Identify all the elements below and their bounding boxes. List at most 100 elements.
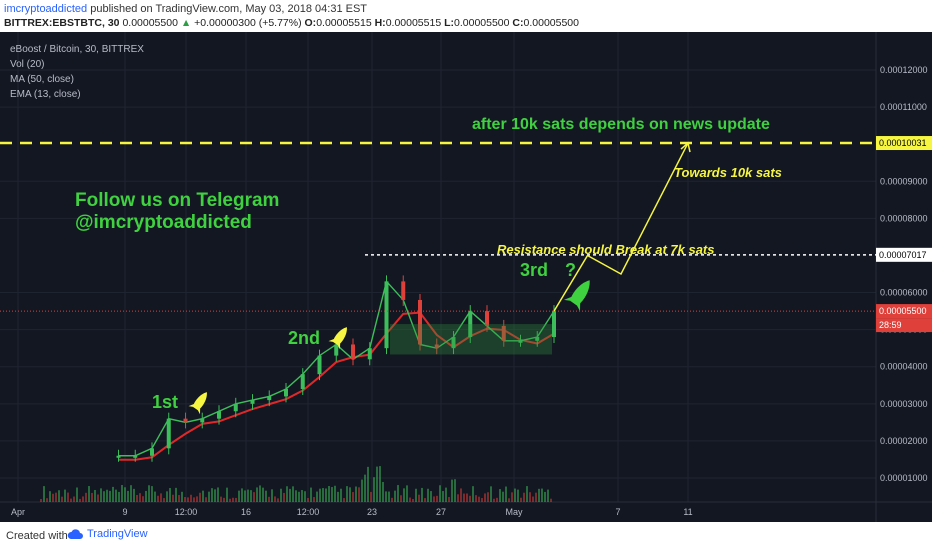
volume-bar-106 [358, 487, 360, 502]
x-tick-label-7: May [505, 507, 523, 517]
volume-bar-125 [415, 488, 417, 502]
volume-bar-123 [409, 497, 411, 502]
brand-label: TradingView [87, 528, 148, 540]
close-label: C: [512, 17, 524, 29]
candle-body-19 [434, 344, 439, 349]
ohlc-line: BITTREX:EBSTBTC, 30 0.00005500 ▲ +0.0000… [4, 17, 579, 29]
volume-bar-157 [511, 492, 513, 502]
volume-bar-136 [448, 496, 450, 502]
volume-bar-108 [364, 474, 366, 502]
volume-bar-162 [526, 486, 528, 502]
x-tick-label-8: 7 [615, 507, 620, 517]
volume-bar-135 [445, 487, 447, 502]
x-tick-label-2: 12:00 [175, 507, 198, 517]
volume-bar-9 [67, 492, 69, 502]
volume-bar-20 [100, 488, 102, 502]
volume-bar-63 [229, 498, 231, 502]
x-tick-label-5: 23 [367, 507, 377, 517]
volume-bar-124 [412, 498, 414, 502]
y-tick-label-0: 0.00001000 [880, 473, 928, 483]
volume-bar-64 [232, 497, 234, 502]
volume-bar-10 [70, 498, 72, 502]
volume-bar-67 [241, 488, 243, 502]
volume-bar-70 [250, 490, 252, 502]
volume-bar-147 [481, 498, 483, 502]
candle-body-2 [150, 448, 154, 456]
author-link[interactable]: imcryptoaddicted [4, 3, 88, 15]
volume-bar-89 [307, 497, 309, 502]
countdown-label-bg [876, 318, 932, 333]
volume-bar-151 [493, 498, 495, 502]
y-tick-label-9: 0.00012000 [880, 65, 928, 75]
volume-bar-91 [313, 497, 315, 502]
candle-body-0 [116, 455, 121, 458]
volume-bar-25 [115, 489, 117, 502]
open-value: 0.00005515 [316, 17, 372, 29]
volume-bar-134 [442, 491, 444, 502]
legend-ma[interactable]: MA (50, close) [10, 74, 74, 85]
legend-vol[interactable]: Vol (20) [10, 59, 45, 70]
projection-arrowhead [680, 141, 691, 153]
candle-body-20 [451, 337, 456, 349]
candle-body-12 [317, 355, 322, 375]
volume-bar-131 [433, 496, 435, 502]
volume-bar-74 [262, 487, 264, 502]
candle-body-6 [217, 411, 221, 419]
volume-bar-165 [535, 492, 537, 502]
volume-bar-84 [292, 486, 294, 502]
volume-bar-55 [205, 497, 207, 502]
volume-bar-128 [424, 498, 426, 502]
volume-bar-96 [328, 486, 330, 502]
volume-bar-71 [253, 492, 255, 502]
chart-background [0, 32, 932, 522]
candle-body-5 [200, 418, 205, 423]
volume-bar-60 [220, 496, 222, 502]
price-chart[interactable]: 0.00001000 0.00002000 0.00003000 0.00004000… [0, 32, 932, 522]
tradingview-link[interactable]: TradingView [67, 528, 148, 540]
telegram-line-1: Follow us on Telegram [75, 190, 280, 211]
resistance-price-label-bg [876, 247, 932, 262]
volume-bar-14 [82, 496, 84, 502]
volume-bar-69 [247, 489, 249, 502]
volume-bar-169 [547, 489, 549, 502]
volume-bar-121 [403, 488, 405, 502]
volume-bar-75 [265, 490, 267, 502]
current-price-label-bg [876, 304, 932, 319]
volume-bar-93 [319, 488, 321, 502]
volume-bar-43 [169, 488, 171, 502]
candle-body-10 [284, 388, 288, 397]
volume-bar-100 [340, 488, 342, 502]
volume-bar-99 [337, 491, 339, 502]
candle-body-9 [267, 396, 272, 401]
countdown-label: 28:59 [879, 320, 902, 330]
volume-bar-141 [463, 493, 465, 502]
volume-bar-73 [259, 485, 261, 502]
volume-bar-28 [124, 487, 126, 502]
volume-bar-156 [508, 498, 510, 502]
volume-bar-92 [316, 491, 318, 502]
rocket-1st-icon-body [192, 392, 207, 411]
volume-bar-152 [496, 497, 498, 502]
x-tick-label-0: Apr [11, 507, 25, 517]
volume-bar-112 [376, 466, 378, 502]
chart-area[interactable]: 0.00001000 0.00002000 0.00003000 0.00004000… [0, 32, 932, 522]
volume-bar-17 [91, 492, 93, 502]
volume-bar-155 [505, 486, 507, 502]
footer: Created with TradingView [0, 522, 932, 550]
volume-bar-51 [193, 497, 195, 502]
volume-bar-59 [217, 487, 219, 502]
target-price-label-bg [876, 136, 932, 151]
low-label: L: [444, 17, 455, 29]
volume-bar-130 [430, 491, 432, 502]
legend-ema[interactable]: EMA (13, close) [10, 89, 81, 100]
volume-bar-83 [289, 488, 291, 502]
volume-bar-8 [64, 489, 66, 502]
created-with-text: Created with [6, 530, 68, 542]
volume-bar-132 [436, 495, 438, 502]
candle-body-18 [418, 299, 422, 345]
resistance-note: Resistance should Break at 7k sats [497, 242, 715, 257]
volume-bar-148 [484, 493, 486, 502]
y-tick-label-3: 0.00004000 [880, 362, 928, 372]
volume-bar-163 [529, 492, 531, 502]
open-label: O: [304, 17, 317, 29]
